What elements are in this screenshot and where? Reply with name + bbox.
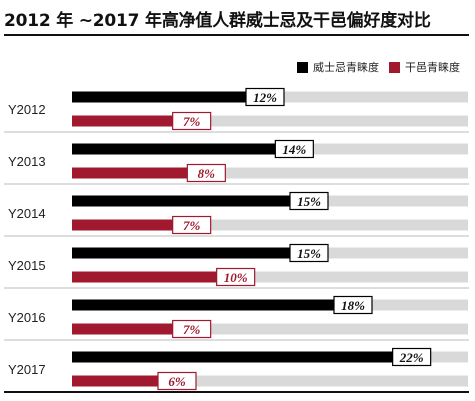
data-label-whisky: 15% [297, 194, 321, 209]
bar-whisky [72, 299, 336, 311]
data-label-whisky: 22% [399, 350, 424, 365]
value-label-box [289, 243, 329, 263]
chart-title: 2012 年 ~2017 年高净值人群威士忌及干邑偏好度对比 [4, 11, 431, 31]
category-label: Y2016 [8, 310, 46, 325]
value-label-box [333, 295, 373, 315]
bar-cognac [72, 375, 160, 387]
value-label-box [172, 111, 212, 131]
value-label-box [274, 139, 314, 159]
category-label: Y2015 [8, 258, 46, 273]
bar-cognac [72, 323, 175, 335]
data-label-cognac: 6% [168, 374, 186, 389]
bar-whisky [72, 143, 278, 155]
legend-item-cognac: 干邑青睐度 [389, 59, 460, 75]
value-label-box [216, 267, 256, 287]
data-label-cognac: 7% [183, 322, 201, 337]
value-label-box [186, 163, 226, 183]
title-divider [4, 34, 469, 36]
bar-whisky [72, 91, 248, 103]
category-label: Y2013 [8, 154, 46, 169]
legend-swatch-whisky [297, 62, 308, 73]
category-label: Y2014 [8, 206, 46, 221]
value-label-box [172, 319, 212, 339]
data-label-whisky: 15% [297, 246, 321, 261]
bar-track [72, 323, 468, 335]
legend-label-cognac: 干邑青睐度 [405, 61, 460, 74]
data-label-cognac: 10% [224, 270, 248, 285]
value-label-box [245, 87, 285, 107]
bar-cognac [72, 167, 190, 179]
data-label-cognac: 8% [198, 166, 216, 181]
data-label-whisky: 18% [341, 298, 365, 313]
bar-track [72, 219, 468, 231]
bar-whisky [72, 247, 292, 259]
bar-track [72, 375, 468, 387]
bar-track [72, 167, 468, 179]
bar-track [72, 271, 468, 283]
value-label-box [392, 347, 432, 367]
value-label-box [157, 371, 197, 391]
data-label-cognac: 7% [183, 218, 201, 233]
bar-whisky [72, 351, 395, 363]
bar-cognac [72, 115, 175, 127]
value-label-box [172, 215, 212, 235]
legend-label-whisky: 威士忌青睐度 [313, 61, 379, 74]
bar-cognac [72, 219, 175, 231]
data-label-whisky: 12% [253, 90, 277, 105]
legend-swatch-cognac [389, 62, 400, 73]
data-label-cognac: 7% [183, 114, 201, 129]
legend-item-whisky: 威士忌青睐度 [297, 59, 379, 75]
bar-whisky [72, 195, 292, 207]
bar-cognac [72, 271, 219, 283]
value-label-box [289, 191, 329, 211]
category-label: Y2012 [8, 102, 46, 117]
category-label: Y2017 [8, 362, 46, 377]
data-label-whisky: 14% [282, 142, 306, 157]
bar-track [72, 115, 468, 127]
